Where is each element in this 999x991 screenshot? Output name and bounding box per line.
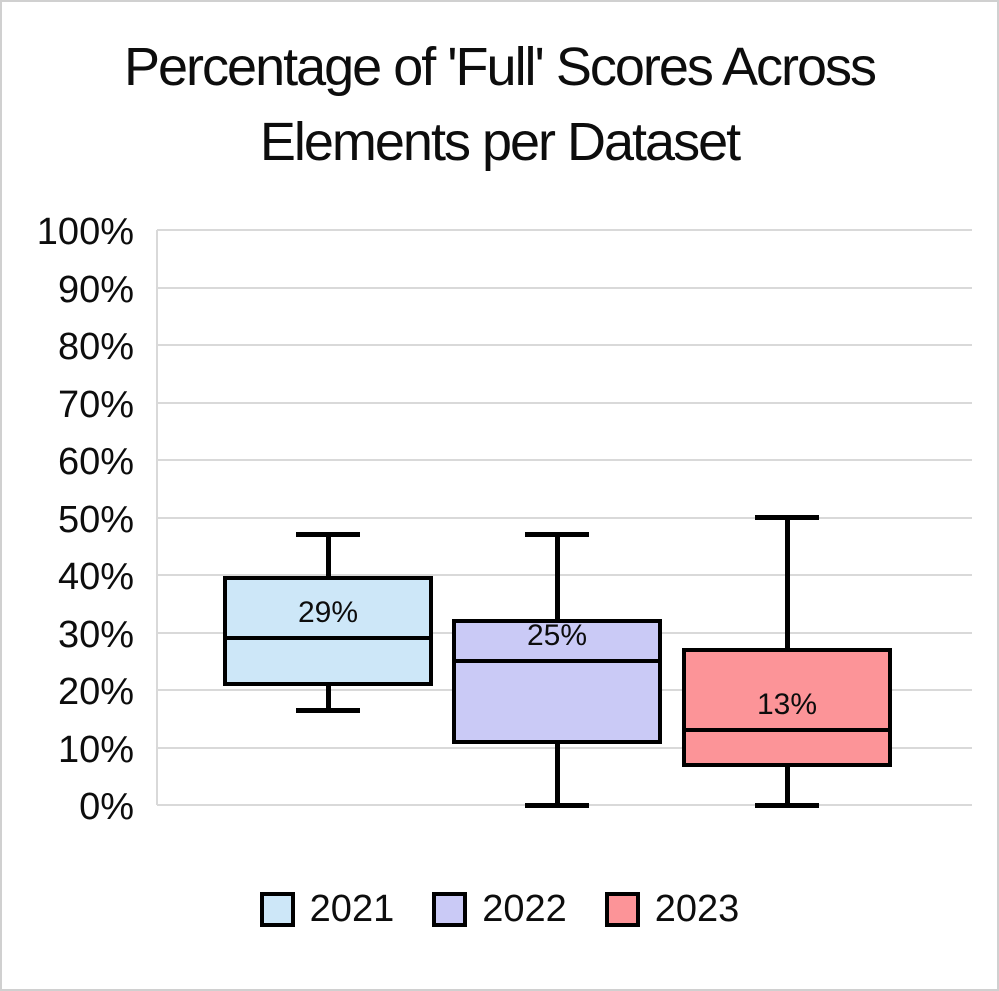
whisker-lower-2022 <box>554 741 560 805</box>
y-tick-label-100: 100% <box>36 211 134 253</box>
gridline-70 <box>157 401 972 404</box>
whisker-cap-min-2022 <box>525 802 589 808</box>
legend-label-2023: 2023 <box>654 887 740 930</box>
y-tick-label-10: 10% <box>57 728 134 771</box>
legend-item-2021: 2021 <box>259 887 395 931</box>
median-line-2022 <box>452 659 662 664</box>
legend-label-2021: 2021 <box>309 887 395 930</box>
chart-title-line2: Elements per Dataset <box>259 112 741 172</box>
legend-swatch-2022 <box>432 891 468 927</box>
whisker-upper-2023 <box>784 517 790 650</box>
y-tick-label-40: 40% <box>57 556 134 598</box>
legend-label-2022: 2022 <box>482 887 567 930</box>
gridline-40 <box>157 574 972 576</box>
legend-swatch-2021 <box>259 891 295 927</box>
whisker-cap-max-2022 <box>525 532 589 538</box>
box-2021 <box>223 575 433 687</box>
median-line-2021 <box>223 636 433 641</box>
median-line-2023 <box>682 728 892 733</box>
chart-title-line1: Percentage of 'Full' Scores Across <box>124 37 877 97</box>
whisker-upper-2022 <box>554 534 560 621</box>
gridline-10 <box>157 746 972 749</box>
whisker-cap-min-2023 <box>755 802 819 808</box>
gridline-50 <box>157 516 972 519</box>
whisker-cap-min-2021 <box>296 707 360 713</box>
y-axis-line <box>156 230 158 805</box>
gridline-100 <box>157 229 972 231</box>
whisker-cap-max-2023 <box>755 515 819 520</box>
y-tick-label-20: 20% <box>57 671 134 713</box>
legend-swatch-2023 <box>604 891 640 927</box>
y-tick-label-80: 80% <box>57 326 134 368</box>
legend-item-2023: 2023 <box>604 887 740 931</box>
chart-title: Percentage of 'Full' Scores Across Eleme… <box>2 30 997 180</box>
legend: 2021 2022 2023 <box>2 884 997 934</box>
whisker-cap-max-2021 <box>296 532 360 538</box>
median-label-2022: 25% <box>526 619 588 653</box>
y-tick-label-0: 0% <box>79 786 134 828</box>
whisker-lower-2023 <box>784 764 790 805</box>
box-2022 <box>452 619 662 744</box>
gridline-80 <box>157 344 972 346</box>
y-tick-label-90: 90% <box>57 268 134 311</box>
y-tick-label-50: 50% <box>57 498 134 541</box>
y-tick-label-60: 60% <box>57 441 134 483</box>
gridline-90 <box>157 286 972 289</box>
y-tick-label-70: 70% <box>57 383 134 426</box>
whisker-upper-2021 <box>325 534 331 578</box>
gridline-60 <box>157 459 972 461</box>
median-label-2021: 29% <box>297 596 359 630</box>
whisker-lower-2021 <box>325 684 331 711</box>
median-label-2023: 13% <box>756 688 818 722</box>
box-2023 <box>682 647 892 767</box>
legend-item-2022: 2022 <box>432 888 567 931</box>
y-tick-label-30: 30% <box>57 613 134 656</box>
